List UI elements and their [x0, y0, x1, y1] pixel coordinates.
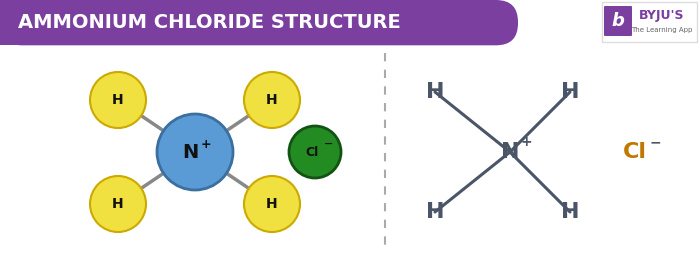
Text: The Learning App: The Learning App — [631, 27, 693, 33]
FancyBboxPatch shape — [0, 0, 518, 45]
Ellipse shape — [90, 176, 146, 232]
Ellipse shape — [244, 176, 300, 232]
Bar — [602, 2, 697, 42]
Text: N: N — [182, 142, 198, 162]
Ellipse shape — [244, 72, 300, 128]
Text: H: H — [561, 82, 580, 102]
Bar — [0, 0, 30, 45]
Text: H: H — [426, 202, 444, 222]
Text: b: b — [612, 12, 624, 30]
Ellipse shape — [289, 126, 341, 178]
Text: H: H — [112, 197, 124, 211]
FancyBboxPatch shape — [604, 6, 632, 36]
Text: N: N — [500, 142, 519, 162]
Text: H: H — [561, 202, 580, 222]
Text: Cl: Cl — [623, 142, 647, 162]
Ellipse shape — [90, 72, 146, 128]
Text: −: − — [649, 135, 661, 149]
Text: BYJU'S: BYJU'S — [639, 10, 685, 23]
Text: H: H — [266, 197, 278, 211]
Text: −: − — [324, 139, 334, 149]
Text: Cl: Cl — [305, 146, 318, 159]
Ellipse shape — [157, 114, 233, 190]
Text: +: + — [520, 135, 532, 149]
Text: +: + — [201, 138, 211, 150]
Text: AMMONIUM CHLORIDE STRUCTURE: AMMONIUM CHLORIDE STRUCTURE — [18, 13, 400, 32]
Text: H: H — [266, 93, 278, 107]
Text: H: H — [112, 93, 124, 107]
Text: H: H — [426, 82, 444, 102]
